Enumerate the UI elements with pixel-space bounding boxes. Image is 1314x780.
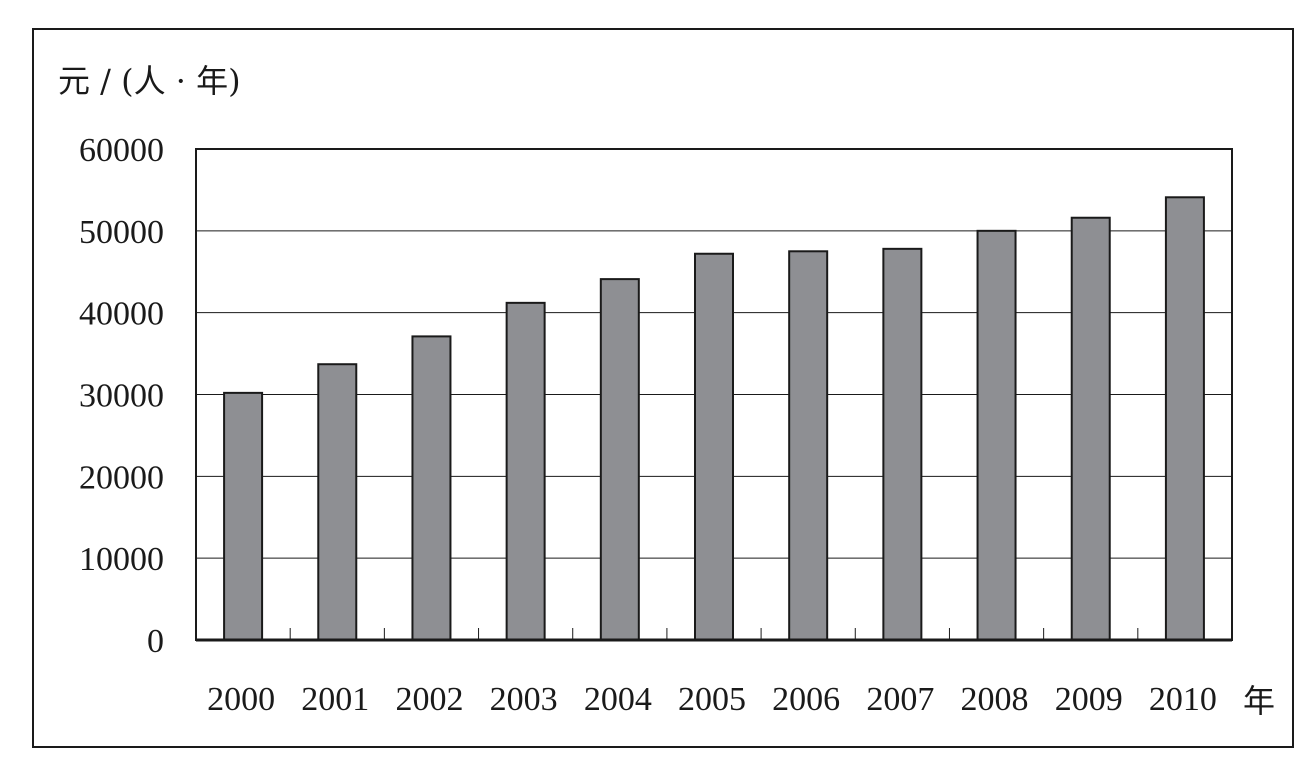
x-tick-label: 2008 [961, 681, 1029, 718]
x-tick-label: 2007 [866, 681, 934, 718]
x-tick-labels: 2000 2001 2002 2003 2004 2005 2006 2007 2008 2009… [207, 681, 1217, 718]
y-tick-label: 40000 [79, 296, 164, 333]
x-tick-label: 2000 [207, 681, 275, 718]
bar-2002 [411, 335, 452, 641]
bar-2001 [317, 363, 358, 641]
x-tick-label: 2003 [490, 681, 558, 718]
bar-2004 [599, 278, 640, 641]
y-tick-label: 50000 [79, 214, 164, 251]
y-axis-unit-label: 元 / (人 · 年) [58, 62, 241, 100]
x-tick-label: 2010 [1149, 681, 1217, 718]
axes [195, 148, 1233, 642]
y-tick-label: 60000 [79, 132, 164, 169]
bars [223, 196, 1205, 642]
bar-2005 [694, 252, 734, 641]
bar-2007 [882, 247, 923, 641]
y-tick-label: 0 [147, 623, 164, 660]
bar-2003 [505, 301, 546, 641]
y-tick-labels: 0 10000 20000 30000 40000 50000 60000 [79, 132, 164, 660]
y-tick-label: 30000 [79, 378, 164, 415]
bar-2010 [1164, 196, 1205, 641]
bar-2006 [788, 250, 829, 642]
x-axis-unit-label: 年 [1243, 682, 1275, 720]
bar-2000 [223, 391, 264, 642]
y-tick-label: 10000 [79, 541, 164, 578]
x-tick-label: 2006 [772, 681, 840, 718]
bar-2008 [976, 229, 1017, 641]
x-tick-label: 2002 [395, 681, 463, 718]
x-tick-label: 2004 [584, 681, 652, 718]
x-tick-label: 2009 [1055, 681, 1123, 718]
y-tick-label: 20000 [79, 459, 164, 496]
x-tick-label: 2005 [678, 681, 746, 718]
x-tick-label: 2001 [301, 681, 369, 718]
bar-2009 [1070, 216, 1111, 642]
